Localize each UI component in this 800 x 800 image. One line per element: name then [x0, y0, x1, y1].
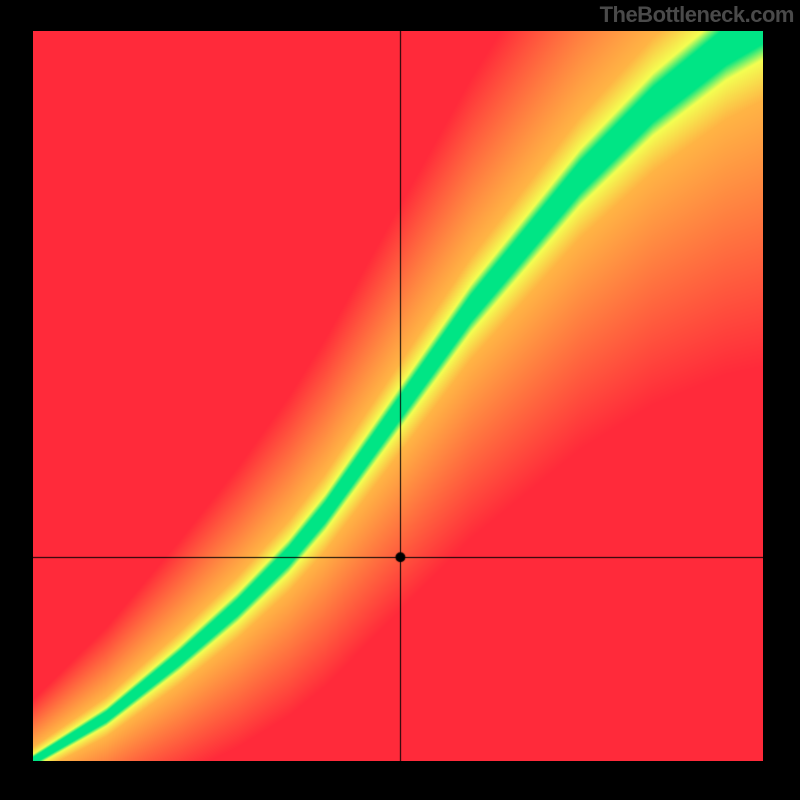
heatmap-plot — [33, 31, 763, 761]
heatmap-canvas — [33, 31, 763, 761]
chart-container: TheBottleneck.com — [0, 0, 800, 800]
watermark-text: TheBottleneck.com — [600, 2, 794, 28]
